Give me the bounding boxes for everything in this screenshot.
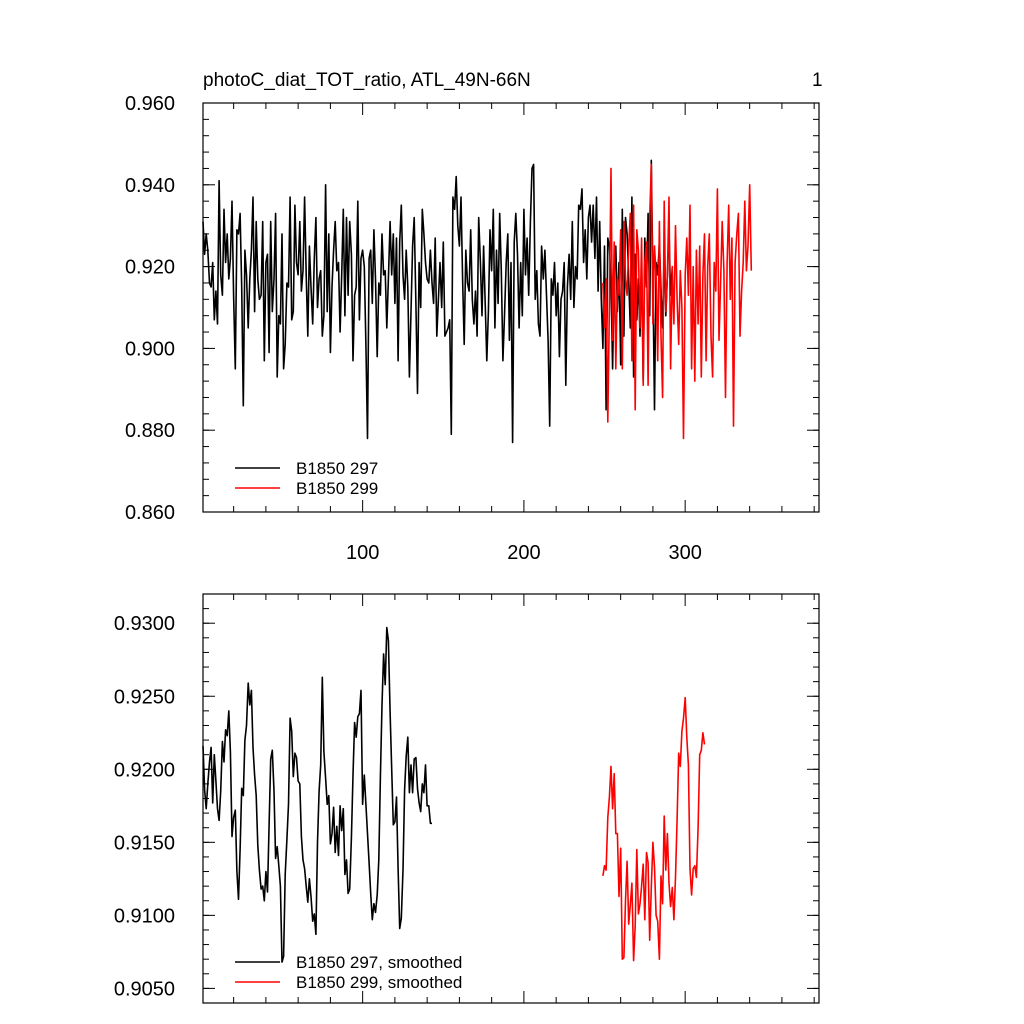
y-tick-label: 0.9200 (114, 759, 175, 781)
x-tick-label: 200 (507, 542, 540, 564)
y-tick-label: 0.9150 (114, 832, 175, 854)
y-tick-label: 0.9300 (114, 613, 175, 635)
bottom-panel: 0.9050 0.9100 0.9150 0.9200 0.9250 0.9300 B185… (114, 593, 820, 1004)
panel-number-label: 1 (812, 70, 823, 91)
series-line-2 (602, 696, 706, 962)
top-panel: 0.860 0.880 0.900 0.920 0.940 0.960 100 200 300 B… (125, 93, 820, 564)
x-tick-label: 100 (346, 542, 379, 564)
y-tick-label: 0.9050 (114, 978, 175, 1000)
y-tick-label: 0.920 (125, 257, 175, 279)
y-tick-label: 0.860 (125, 502, 175, 524)
series-line-1 (202, 626, 432, 963)
y-tick-label: 0.880 (125, 420, 175, 442)
series-line-1 (202, 159, 674, 444)
x-tick-label: 300 (668, 542, 701, 564)
legend-label-1: B1850 297 (296, 459, 378, 478)
y-tick-label: 0.960 (125, 93, 175, 115)
plot-frame (202, 593, 820, 1004)
legend-label-1: B1850 297, smoothed (296, 953, 462, 972)
y-tick-label: 0.900 (125, 338, 175, 360)
series-line-2 (602, 163, 753, 440)
y-tick-label: 0.940 (125, 175, 175, 197)
legend-label-2: B1850 299, smoothed (296, 973, 462, 992)
figure-title: photoC_diat_TOT_ratio, ATL_49N-66N (203, 70, 531, 91)
plot-frame (202, 102, 820, 513)
y-tick-label: 0.9100 (114, 905, 175, 927)
legend-label-2: B1850 299 (296, 479, 378, 498)
y-tick-label: 0.9250 (114, 686, 175, 708)
